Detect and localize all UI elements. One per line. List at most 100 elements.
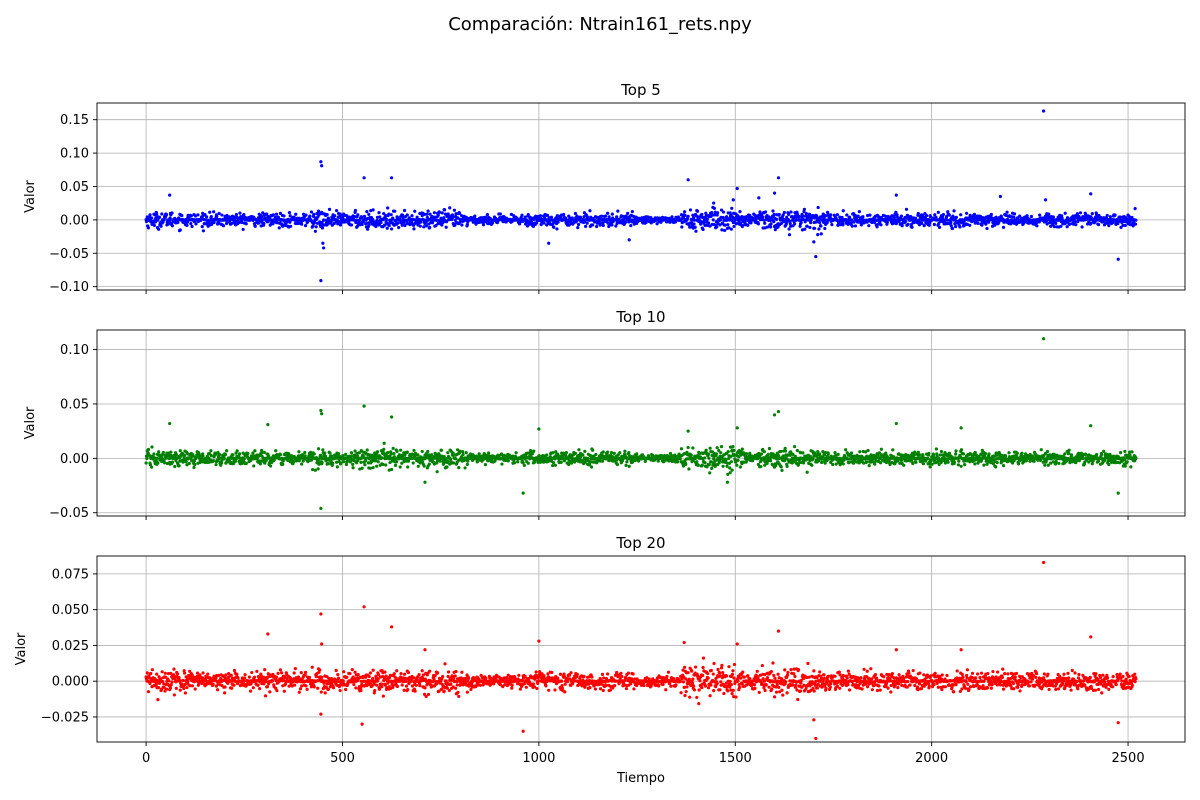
data-point	[379, 220, 383, 225]
data-point	[559, 460, 563, 464]
data-point	[610, 223, 614, 227]
data-point	[241, 227, 245, 232]
data-point	[684, 462, 688, 466]
data-point	[1001, 464, 1006, 468]
data-point	[157, 215, 162, 219]
data-point	[753, 213, 757, 217]
data-point	[932, 453, 936, 457]
axes-frame-1	[96, 102, 1186, 291]
data-point	[162, 218, 166, 222]
data-point	[963, 463, 967, 467]
data-point	[238, 211, 242, 215]
data-point	[600, 214, 604, 218]
data-point	[688, 208, 693, 212]
data-point	[573, 211, 578, 216]
data-point	[331, 218, 335, 222]
data-point	[1081, 456, 1085, 461]
data-point	[816, 233, 820, 237]
data-point	[209, 453, 213, 458]
data-point	[780, 221, 784, 225]
data-point	[703, 461, 707, 465]
data-point	[1051, 215, 1056, 219]
data-point	[498, 212, 502, 216]
data-point	[157, 450, 161, 454]
data-point	[740, 224, 744, 229]
data-point-outlier	[1043, 198, 1048, 202]
data-point	[576, 222, 581, 227]
data-point	[336, 452, 341, 456]
data-point	[1016, 462, 1021, 466]
data-point	[426, 209, 430, 213]
data-point	[215, 217, 219, 221]
data-point	[304, 213, 308, 217]
data-point	[625, 460, 629, 464]
data-point	[595, 224, 599, 229]
data-point	[262, 450, 266, 454]
data-point	[555, 227, 559, 231]
data-point	[351, 466, 355, 470]
data-point	[629, 223, 633, 228]
data-point	[258, 462, 262, 466]
data-point	[208, 210, 212, 214]
data-point	[758, 210, 762, 214]
data-point	[415, 215, 419, 219]
data-point	[193, 462, 197, 467]
data-point	[176, 220, 180, 224]
data-point	[168, 216, 172, 220]
data-point	[253, 449, 257, 453]
data-point	[303, 450, 307, 455]
data-point	[395, 460, 399, 464]
data-point	[804, 212, 808, 216]
data-point	[735, 463, 739, 467]
data-point	[730, 468, 734, 472]
data-point	[961, 452, 966, 456]
data-point	[316, 467, 320, 471]
data-point	[161, 450, 165, 455]
data-point	[857, 210, 861, 214]
data-point	[391, 216, 395, 220]
series-points-2	[144, 337, 1138, 510]
data-point	[769, 225, 773, 229]
data-point	[934, 447, 938, 451]
data-point	[531, 224, 535, 229]
data-point	[156, 218, 160, 222]
data-point	[278, 211, 283, 215]
data-point	[615, 462, 620, 467]
data-point	[917, 453, 922, 457]
data-point	[506, 459, 510, 463]
data-point	[356, 213, 360, 217]
data-point	[769, 459, 773, 463]
data-point	[588, 453, 592, 457]
data-point	[732, 224, 736, 228]
data-point	[792, 222, 797, 226]
y-tick-label: 0.05	[60, 180, 89, 195]
data-point	[914, 460, 918, 464]
data-point	[353, 208, 358, 213]
data-point	[987, 452, 991, 456]
data-point	[551, 451, 555, 455]
data-point	[627, 464, 631, 468]
data-point	[456, 216, 460, 220]
data-point	[588, 209, 592, 213]
data-point	[440, 211, 444, 215]
data-point	[610, 212, 614, 216]
data-point	[173, 464, 177, 469]
data-point	[774, 217, 779, 221]
data-point	[820, 460, 824, 464]
data-point	[516, 460, 520, 464]
data-point	[715, 446, 719, 450]
data-point	[692, 222, 696, 226]
data-point	[466, 459, 470, 463]
data-point	[155, 456, 159, 460]
data-point	[807, 212, 812, 216]
data-point	[235, 449, 239, 453]
data-point	[819, 232, 823, 236]
data-point	[164, 212, 169, 217]
data-point	[845, 213, 849, 217]
data-point	[939, 449, 944, 454]
y-axis-label: Valor	[23, 179, 38, 212]
data-point	[440, 223, 444, 227]
data-point	[1107, 224, 1111, 228]
data-point	[704, 211, 708, 215]
data-point	[1059, 224, 1063, 228]
